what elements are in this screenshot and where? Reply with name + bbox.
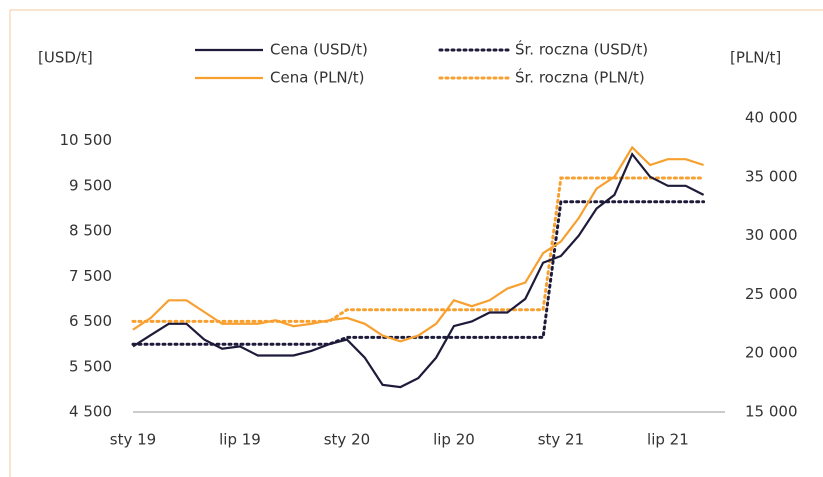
y2-axis-title: [PLN/t] bbox=[730, 49, 781, 67]
legend-label: Cena (USD/t) bbox=[270, 41, 368, 59]
series-line bbox=[132, 145, 704, 343]
x-tick-label: lip 20 bbox=[433, 431, 475, 449]
x-tick-label: sty 19 bbox=[110, 431, 156, 449]
legend-label: Cena (PLN/t) bbox=[270, 69, 364, 87]
series-line bbox=[131, 200, 706, 346]
y2-tick-label: 25 000 bbox=[745, 285, 798, 303]
y-axis-title: [USD/t] bbox=[38, 49, 93, 67]
y2-tick-label: 35 000 bbox=[745, 167, 798, 185]
y2-tick-label: 40 000 bbox=[745, 109, 798, 127]
y2-tick-label: 20 000 bbox=[745, 344, 798, 362]
x-tick-label: sty 21 bbox=[538, 431, 584, 449]
x-tick-label: lip 19 bbox=[219, 431, 261, 449]
y-tick-label: 4 500 bbox=[69, 403, 112, 421]
y-tick-label: 8 500 bbox=[69, 222, 112, 240]
y2-tick-label: 15 000 bbox=[745, 403, 798, 421]
y2-tick-label: 30 000 bbox=[745, 226, 798, 244]
x-tick-label: sty 20 bbox=[324, 431, 370, 449]
y-tick-label: 5 500 bbox=[69, 357, 112, 375]
y-tick-label: 9 500 bbox=[69, 176, 112, 194]
y-tick-label: 10 500 bbox=[60, 131, 113, 149]
x-tick-label: lip 21 bbox=[647, 431, 689, 449]
legend-label: Śr. roczna (USD/t) bbox=[515, 40, 648, 59]
legend-label: Śr. roczna (PLN/t) bbox=[515, 68, 645, 87]
y-tick-label: 6 500 bbox=[69, 312, 112, 330]
series-line bbox=[131, 176, 706, 323]
series-line bbox=[132, 152, 705, 389]
y-tick-label: 7 500 bbox=[69, 267, 112, 285]
